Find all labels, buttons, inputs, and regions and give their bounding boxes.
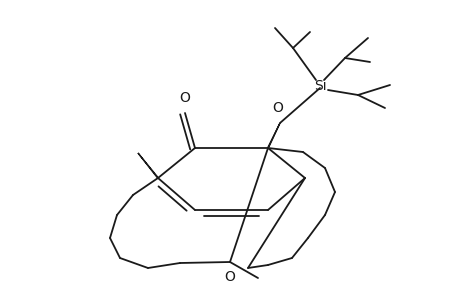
Text: Si: Si <box>313 79 325 93</box>
Text: O: O <box>224 270 235 284</box>
Polygon shape <box>267 123 280 148</box>
Polygon shape <box>138 153 158 178</box>
Text: O: O <box>179 91 190 105</box>
Text: O: O <box>272 101 283 115</box>
